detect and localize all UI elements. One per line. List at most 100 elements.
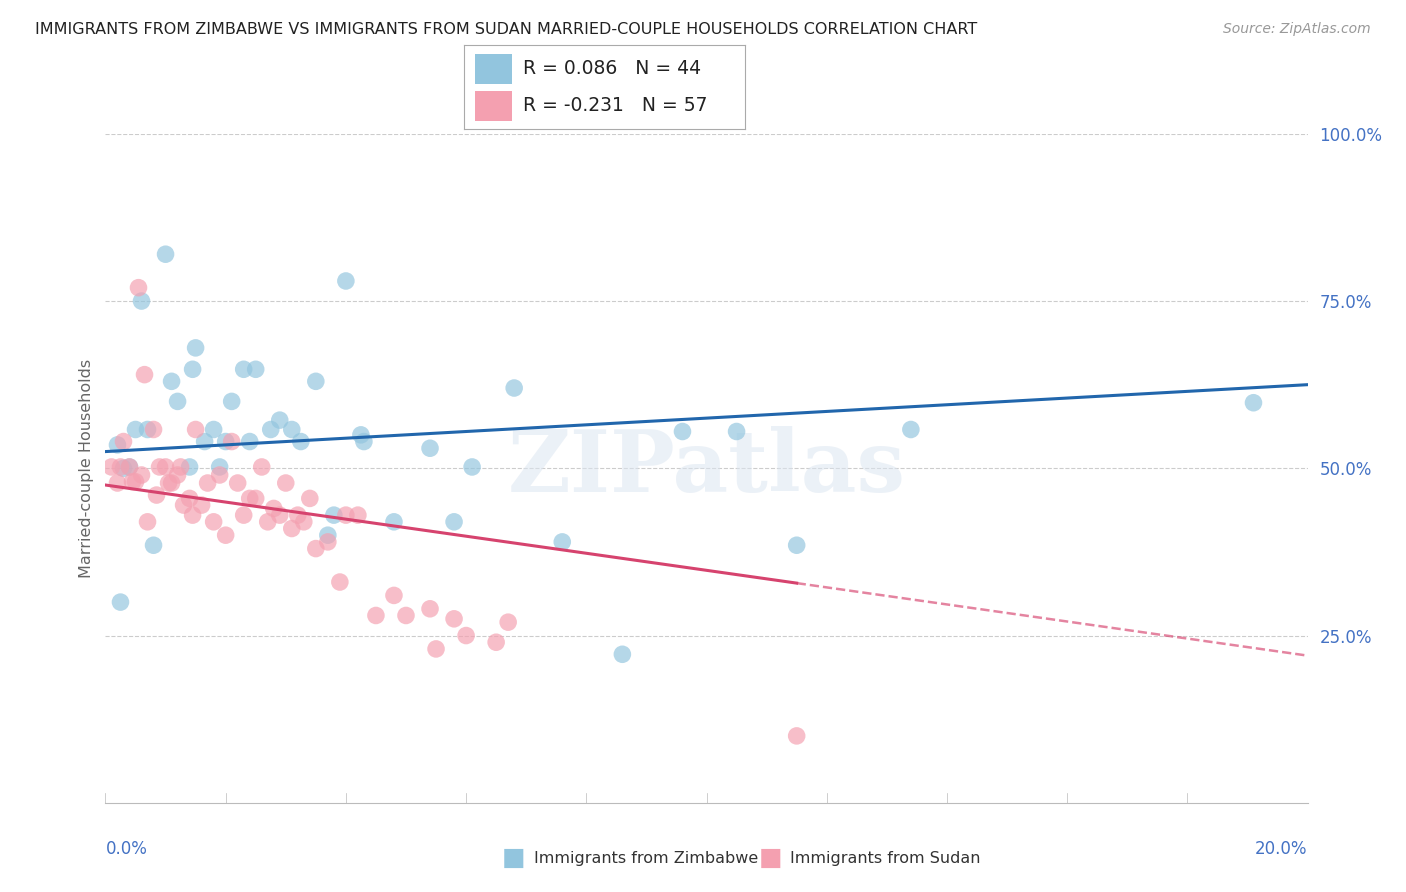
Point (124, 475, 146, 489)
Point (148, 460, 170, 475)
Point (232, 508, 254, 523)
Point (179, 491, 201, 506)
Point (287, 508, 309, 523)
Point (347, 508, 370, 523)
Point (194, 434, 217, 449)
Point (214, 434, 236, 449)
Point (1243, 396, 1265, 410)
Point (503, 381, 526, 395)
Point (157, 476, 180, 491)
Point (112, 434, 135, 449)
Bar (475, 54, 512, 84)
Point (145, 488, 167, 502)
Text: ZIPatlas: ZIPatlas (508, 426, 905, 510)
Point (443, 612, 465, 626)
Text: IMMIGRANTS FROM ZIMBABWE VS IMMIGRANTS FROM SUDAN MARRIED-COUPLE HOUSEHOLDS CORR: IMMIGRANTS FROM ZIMBABWE VS IMMIGRANTS F… (35, 22, 977, 37)
Point (202, 515, 225, 529)
Point (269, 413, 291, 427)
Point (160, 476, 183, 491)
Point (184, 423, 207, 437)
Text: Immigrants from Sudan: Immigrants from Sudan (790, 851, 980, 865)
Point (443, 515, 465, 529)
Point (184, 341, 207, 355)
Point (131, 294, 153, 309)
Point (166, 468, 188, 483)
Point (250, 460, 273, 475)
Point (221, 394, 243, 409)
Point (239, 434, 262, 449)
Point (208, 468, 231, 483)
Point (281, 521, 304, 535)
Point (118, 460, 141, 475)
Point (202, 423, 225, 437)
Text: ■: ■ (759, 847, 782, 870)
Point (110, 595, 132, 609)
Point (112, 461, 135, 475)
Point (121, 475, 143, 489)
Point (197, 476, 219, 491)
Point (107, 476, 129, 491)
Text: 0.0%: 0.0% (105, 839, 148, 857)
Text: Immigrants from Zimbabwe: Immigrants from Zimbabwe (534, 851, 758, 865)
Y-axis label: Married-couple Households: Married-couple Households (79, 359, 94, 578)
Point (118, 460, 141, 475)
Point (419, 442, 441, 456)
Point (173, 498, 195, 512)
Point (263, 501, 285, 516)
Point (245, 491, 267, 506)
Point (179, 460, 201, 475)
Point (786, 538, 808, 552)
Point (214, 528, 236, 542)
Point (900, 423, 922, 437)
Point (335, 274, 357, 288)
Point (395, 608, 418, 623)
Point (274, 476, 297, 491)
Point (382, 515, 405, 529)
Point (496, 615, 519, 630)
Point (419, 602, 441, 616)
Point (131, 468, 153, 483)
Point (128, 281, 150, 295)
Point (350, 428, 373, 442)
Point (329, 575, 352, 590)
Point (181, 362, 204, 376)
Point (305, 541, 328, 556)
Point (292, 515, 315, 529)
Point (124, 423, 146, 437)
Bar (475, 91, 512, 120)
Point (456, 628, 478, 642)
Point (226, 476, 249, 491)
Point (725, 425, 748, 439)
Point (232, 362, 254, 376)
Point (485, 635, 508, 649)
Point (155, 460, 177, 475)
Text: R = -0.231   N = 57: R = -0.231 N = 57 (523, 95, 707, 115)
Point (364, 608, 387, 623)
Point (256, 515, 278, 529)
Point (160, 375, 183, 389)
Text: Source: ZipAtlas.com: Source: ZipAtlas.com (1223, 22, 1371, 37)
Point (190, 498, 212, 512)
Point (155, 247, 177, 261)
Point (382, 589, 405, 603)
Point (335, 508, 357, 523)
Point (551, 535, 574, 549)
Point (671, 425, 693, 439)
Point (239, 491, 262, 506)
Text: ■: ■ (502, 847, 524, 870)
Point (221, 434, 243, 449)
Point (169, 460, 191, 475)
Text: R = 0.086   N = 44: R = 0.086 N = 44 (523, 59, 702, 78)
Point (461, 460, 484, 475)
Point (100, 460, 122, 475)
Text: 20.0%: 20.0% (1256, 839, 1308, 857)
Point (142, 423, 165, 437)
Point (612, 648, 634, 662)
Point (107, 438, 129, 452)
Point (305, 375, 328, 389)
Point (316, 535, 339, 549)
Point (260, 423, 283, 437)
Point (136, 515, 159, 529)
Point (134, 368, 156, 382)
Point (208, 460, 231, 475)
